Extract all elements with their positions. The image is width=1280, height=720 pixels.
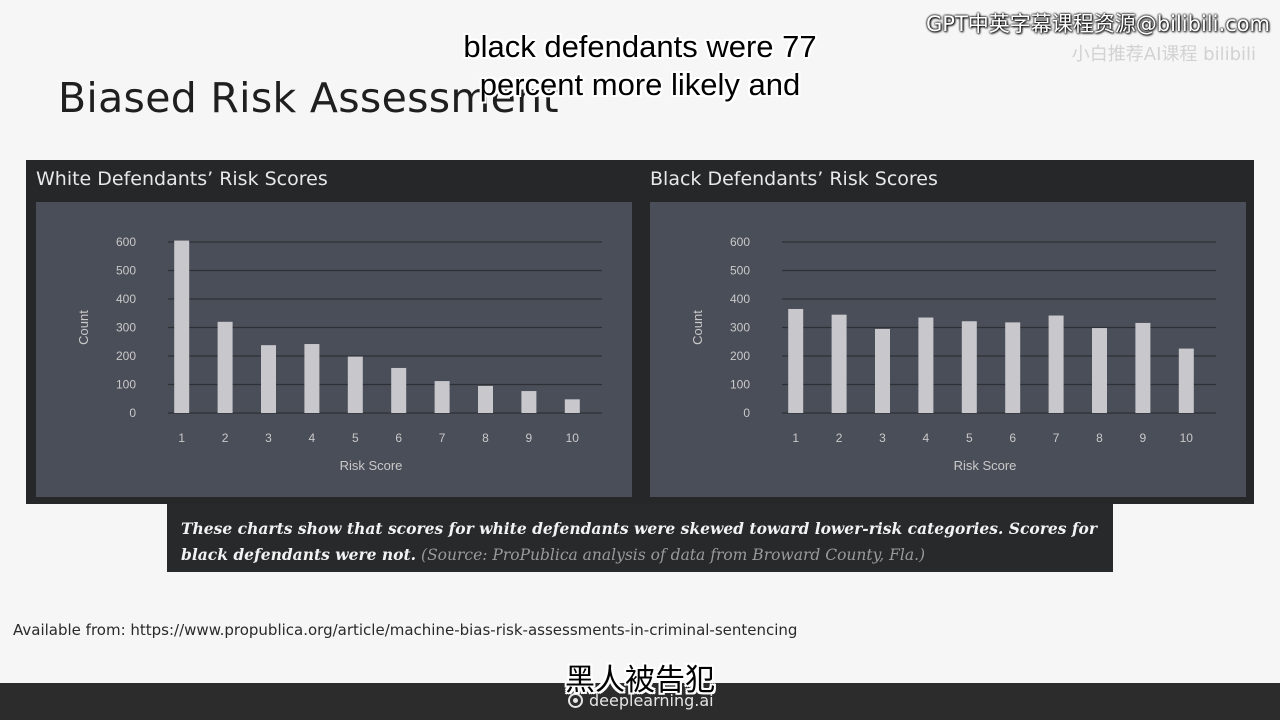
bar-3 — [875, 328, 890, 413]
x-tick-label: 10 — [1180, 431, 1194, 445]
subtitle-chinese: 黑人被告犯 — [565, 663, 715, 698]
y-tick-label: 500 — [730, 264, 750, 278]
y-axis-label: Count — [690, 310, 705, 345]
y-tick-label: 300 — [730, 321, 750, 335]
bar-9 — [1135, 322, 1151, 413]
bar-9 — [521, 391, 537, 413]
bar-5 — [347, 356, 363, 413]
x-axis-label: Risk Score — [340, 458, 403, 473]
y-tick-label: 300 — [116, 321, 136, 335]
x-tick-label: 5 — [352, 431, 359, 445]
black-chart-panel: Black Defendants’ Risk Scores 0 100 200 300… — [640, 160, 1254, 504]
x-tick-label: 2 — [222, 431, 229, 445]
x-tick-label: 7 — [1053, 431, 1060, 445]
deeplearning-logo-icon — [568, 693, 583, 708]
x-tick-label: 8 — [482, 431, 489, 445]
y-tick-label: 0 — [743, 406, 750, 420]
bar-3 — [261, 345, 276, 413]
x-tick-label: 6 — [395, 431, 402, 445]
x-tick-label: 10 — [566, 431, 580, 445]
x-tick-label: 6 — [1009, 431, 1016, 445]
bar-5 — [961, 321, 977, 413]
y-tick-label: 200 — [730, 349, 750, 363]
bar-10 — [1178, 348, 1194, 413]
bar-7 — [1048, 315, 1064, 413]
bar-8 — [478, 385, 493, 413]
subtitle-english-line-1: black defendants were 77 — [463, 29, 817, 64]
y-tick-label: 0 — [129, 406, 136, 420]
watermark-faint: 小白推荐AI课程 bilibili — [1071, 44, 1256, 65]
y-tick-label: 200 — [116, 349, 136, 363]
y-axis-label: Count — [76, 310, 91, 345]
bar-2 — [217, 321, 233, 413]
caption-source-text: (Source: ProPublica analysis of data fro… — [421, 546, 926, 564]
footer-bar — [0, 683, 1280, 720]
bar-10 — [564, 399, 580, 413]
bar-1 — [788, 308, 804, 413]
x-tick-label: 7 — [439, 431, 446, 445]
chart-figure: White Defendants’ Risk Scores 0 100 200 300… — [26, 160, 1254, 504]
bar-8 — [1092, 328, 1107, 413]
bar-6 — [391, 367, 407, 413]
x-tick-label: 5 — [966, 431, 973, 445]
black-chart-svg: 0 100 200 300 400 500 600 1 2 3 4 5 6 7 8 9 10 Risk Score… — [690, 235, 1216, 473]
source-link-text: Available from: https://www.propublica.o… — [13, 621, 798, 639]
subtitle-english: black defendants were 77 percent more li… — [380, 28, 900, 104]
x-tick-label: 1 — [792, 431, 799, 445]
y-tick-label: 100 — [116, 378, 136, 392]
x-tick-label: 9 — [526, 431, 533, 445]
black-chart-plot: 0 100 200 300 400 500 600 1 2 3 4 5 6 7 8 9 10 Risk Score… — [650, 202, 1246, 497]
x-tick-label: 3 — [265, 431, 272, 445]
x-tick-label: 1 — [178, 431, 185, 445]
brand-name: deeplearning.ai — [589, 691, 714, 710]
bar-2 — [831, 314, 847, 413]
white-chart-title: White Defendants’ Risk Scores — [36, 168, 328, 190]
x-tick-label: 3 — [879, 431, 886, 445]
chart-caption: These charts show that scores for white … — [167, 504, 1113, 572]
y-tick-label: 500 — [116, 264, 136, 278]
bar-6 — [1005, 322, 1021, 413]
y-tick-label: 100 — [730, 378, 750, 392]
white-chart-svg: 0 100 200 300 400 500 600 1 2 3 4 5 6 7 8 9 10 Risk Score… — [76, 235, 602, 473]
x-tick-label: 4 — [923, 431, 930, 445]
y-tick-label: 400 — [116, 292, 136, 306]
bar-1 — [174, 240, 190, 413]
white-chart-plot: 0 100 200 300 400 500 600 1 2 3 4 5 6 7 8 9 10 Risk Score… — [36, 202, 632, 497]
bar-4 — [918, 317, 934, 413]
bar-7 — [434, 381, 450, 413]
black-chart-title: Black Defendants’ Risk Scores — [650, 168, 938, 190]
slide-title: Biased Risk Assessment — [58, 74, 559, 122]
x-tick-label: 8 — [1096, 431, 1103, 445]
subtitle-english-line-2: percent more likely and — [479, 67, 801, 102]
bar-4 — [304, 344, 320, 413]
caption-main-text: These charts show that scores for white … — [181, 519, 1098, 564]
x-tick-label: 2 — [836, 431, 843, 445]
brand-logo: deeplearning.ai — [568, 691, 714, 710]
x-axis-label: Risk Score — [954, 458, 1017, 473]
y-tick-label: 400 — [730, 292, 750, 306]
x-tick-label: 9 — [1140, 431, 1147, 445]
y-tick-label: 600 — [116, 235, 136, 249]
watermark: GPT中英字幕课程资源@bilibili.com — [926, 12, 1270, 36]
y-tick-label: 600 — [730, 235, 750, 249]
white-chart-panel: White Defendants’ Risk Scores 0 100 200 300… — [26, 160, 640, 504]
x-tick-label: 4 — [309, 431, 316, 445]
